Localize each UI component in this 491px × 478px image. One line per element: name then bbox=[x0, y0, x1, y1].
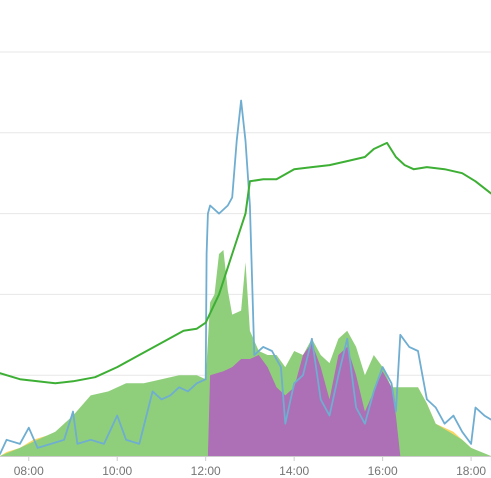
x-tick-label: 16:00 bbox=[368, 464, 398, 478]
x-tick-label: 18:00 bbox=[456, 464, 486, 478]
x-tick-label: 14:00 bbox=[279, 464, 309, 478]
x-tick-label: 08:00 bbox=[14, 464, 44, 478]
area-series bbox=[0, 250, 491, 456]
x-tick-label: 12:00 bbox=[191, 464, 221, 478]
line-blue bbox=[0, 99, 491, 455]
x-axis-ticks: 08:00 10:00 12:00 14:00 16:00 18:00 bbox=[14, 456, 486, 478]
x-tick-label: 10:00 bbox=[102, 464, 132, 478]
line-series bbox=[0, 99, 491, 455]
line-green_line bbox=[0, 141, 491, 385]
